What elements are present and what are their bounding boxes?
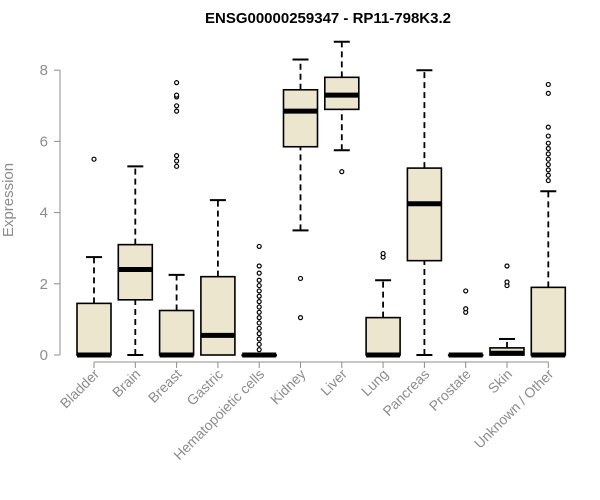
y-axis-label: Expression [0, 163, 17, 237]
box-group [200, 199, 236, 356]
box-group [76, 156, 112, 358]
outlier-point [545, 151, 551, 157]
outlier-point [256, 341, 262, 347]
box-group [158, 80, 195, 358]
box-group [323, 40, 360, 175]
outlier-point [256, 263, 262, 269]
x-tick-label: Lung [358, 366, 391, 399]
outlier-point [174, 108, 180, 114]
outlier-point [256, 299, 262, 305]
box [365, 316, 401, 356]
outlier-point [545, 133, 551, 139]
outlier-point [504, 279, 510, 285]
outlier-point [545, 172, 551, 178]
y-tick-label: 8 [40, 62, 48, 79]
outlier-point [256, 293, 262, 299]
x-tick-label: Kidney [267, 366, 309, 408]
x-tick-label: Skin [485, 366, 516, 397]
outlier-point [256, 347, 262, 353]
box [76, 302, 112, 356]
box [530, 286, 567, 356]
outlier-point [174, 92, 180, 98]
outlier-point [545, 167, 551, 173]
outlier-point [174, 80, 180, 86]
box-group [406, 69, 443, 356]
outlier-point [256, 277, 262, 283]
outlier-point [91, 156, 97, 162]
outlier-point [174, 158, 180, 164]
outlier-point [545, 177, 551, 184]
outlier-point [545, 161, 551, 168]
x-tick-label: Brain [109, 366, 143, 400]
outlier-point [504, 263, 510, 269]
box-group [117, 165, 154, 356]
outlier-point [545, 124, 551, 130]
outlier-point [545, 145, 551, 152]
outlier-point [174, 163, 180, 169]
outlier-point [174, 103, 180, 109]
outlier-point [256, 288, 262, 294]
outlier-point [256, 243, 262, 250]
box [158, 309, 195, 356]
outlier-point [463, 306, 469, 312]
x-tick-label: Breast [145, 366, 185, 406]
x-tick-label: Bladder [57, 366, 103, 412]
y-tick-label: 0 [40, 347, 48, 364]
box [406, 167, 443, 262]
box-layer [76, 40, 567, 358]
outlier-point [256, 325, 262, 331]
outlier-point [545, 140, 551, 146]
box-group [241, 243, 277, 358]
outlier-point [463, 288, 469, 294]
outlier-point [256, 282, 262, 289]
outlier-point [545, 81, 551, 88]
chart-title: ENSG00000259347 - RP11-798K3.2 [205, 10, 451, 27]
box [282, 88, 319, 148]
outlier-point [297, 315, 304, 321]
box-group [282, 58, 319, 321]
outlier-point [256, 336, 262, 342]
x-tick-label: Prostate [426, 366, 474, 414]
box-group [530, 81, 567, 358]
outlier-point [339, 169, 345, 175]
outlier-point [297, 275, 304, 282]
outlier-point [256, 331, 262, 337]
box [117, 243, 154, 301]
outlier-point [545, 90, 551, 96]
y-tick-label: 6 [40, 133, 48, 150]
outlier-point [256, 315, 262, 321]
outlier-point [174, 153, 180, 159]
y-tick-label: 2 [40, 276, 48, 293]
x-tick-label: Liver [317, 366, 350, 399]
outlier-point [545, 156, 551, 162]
outlier-point [256, 270, 262, 276]
y-tick-label: 4 [40, 205, 48, 222]
box-group [447, 288, 484, 358]
outlier-point [256, 304, 262, 310]
box [200, 275, 236, 356]
box-group [365, 250, 401, 358]
box-group [489, 263, 525, 356]
outlier-point [380, 250, 386, 257]
outlier-point [256, 309, 262, 315]
outlier-point [256, 320, 262, 326]
